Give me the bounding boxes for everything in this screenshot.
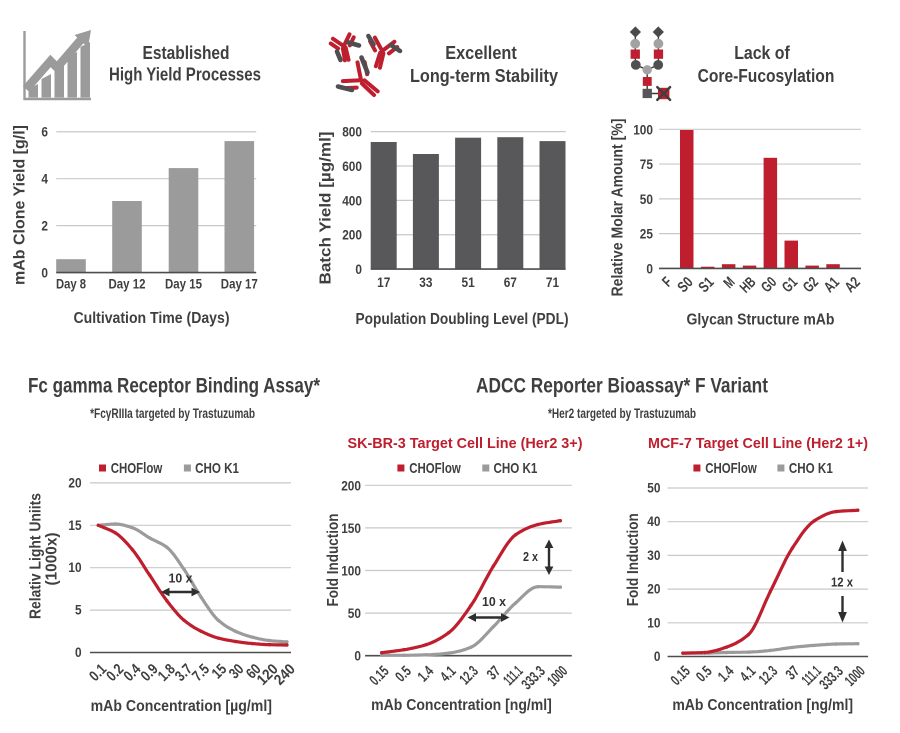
- svg-text:Relative Molar Amount [%]: Relative Molar Amount [%]: [610, 119, 627, 297]
- svg-text:Glycan Structure mAb: Glycan Structure mAb: [687, 312, 835, 329]
- svg-text:40: 40: [647, 513, 660, 529]
- svg-text:20: 20: [647, 581, 660, 597]
- svg-text:100: 100: [341, 563, 361, 579]
- svg-text:2: 2: [41, 218, 48, 234]
- svg-text:800: 800: [342, 124, 362, 140]
- svg-text:0: 0: [654, 648, 661, 664]
- svg-text:Long-term Stability: Long-term Stability: [410, 66, 558, 86]
- svg-text:4: 4: [41, 171, 48, 187]
- svg-text:0: 0: [355, 261, 362, 277]
- svg-text:400: 400: [342, 192, 362, 208]
- svg-text:67: 67: [504, 274, 517, 290]
- svg-text:Day 15: Day 15: [165, 276, 202, 292]
- svg-text:CHO K1: CHO K1: [789, 460, 833, 477]
- svg-text:2 x: 2 x: [523, 549, 539, 564]
- svg-text:Day 17: Day 17: [221, 276, 258, 292]
- svg-text:50: 50: [647, 480, 660, 496]
- svg-text:*Her2 targeted by Trastuzumab: *Her2 targeted by Trastuzumab: [548, 406, 696, 422]
- svg-text:(1000x): (1000x): [44, 533, 61, 586]
- svg-text:Fold Induction: Fold Induction: [625, 513, 642, 606]
- svg-text:10: 10: [68, 559, 81, 575]
- svg-text:0: 0: [75, 644, 82, 660]
- svg-text:Fc gamma Receptor Binding Assa: Fc gamma Receptor Binding Assay*: [28, 374, 321, 398]
- svg-text:150: 150: [341, 520, 361, 536]
- svg-text:50: 50: [348, 605, 361, 621]
- svg-text:ADCC Reporter Bioassay* F Vari: ADCC Reporter Bioassay* F Variant: [476, 374, 768, 398]
- svg-text:MCF-7 Target Cell Line (Her2 1: MCF-7 Target Cell Line (Her2 1+): [648, 435, 868, 452]
- svg-text:10: 10: [647, 614, 660, 630]
- svg-text:SK-BR-3 Target Cell Line (Her2: SK-BR-3 Target Cell Line (Her2 3+): [348, 435, 583, 452]
- svg-text:20: 20: [68, 474, 81, 490]
- svg-text:33: 33: [419, 274, 432, 290]
- svg-text:mAb Concentration [µg/ml]: mAb Concentration [µg/ml]: [91, 698, 272, 715]
- svg-text:CHO K1: CHO K1: [494, 460, 538, 477]
- svg-text:200: 200: [341, 477, 361, 493]
- svg-text:10 x: 10 x: [169, 570, 194, 585]
- svg-text:6: 6: [41, 124, 48, 140]
- svg-text:100: 100: [633, 121, 653, 137]
- svg-text:Lack of: Lack of: [734, 43, 790, 63]
- svg-text:200: 200: [342, 227, 362, 243]
- svg-text:75: 75: [640, 156, 653, 172]
- svg-text:Fold Induction: Fold Induction: [325, 514, 342, 607]
- svg-text:Relativ Light Uniits: Relativ Light Uniits: [28, 493, 45, 619]
- svg-text:CHOFlow: CHOFlow: [409, 460, 461, 477]
- svg-text:CHOFlow: CHOFlow: [705, 460, 757, 477]
- svg-text:50: 50: [640, 191, 653, 207]
- svg-text:mAb Concentration [ng/ml]: mAb Concentration [ng/ml]: [371, 697, 552, 714]
- svg-text:Population Doubling Level (PDL: Population Doubling Level (PDL): [356, 311, 569, 328]
- svg-text:mAb Clone Yield [g/l]: mAb Clone Yield [g/l]: [12, 125, 29, 285]
- svg-text:Excellent: Excellent: [445, 43, 517, 63]
- svg-text:51: 51: [462, 274, 475, 290]
- svg-text:0: 0: [354, 648, 361, 664]
- svg-text:CHO K1: CHO K1: [195, 460, 239, 477]
- svg-text:Day 8: Day 8: [56, 276, 86, 292]
- svg-text:12 x: 12 x: [831, 575, 854, 590]
- svg-text:*FcγRIIIa targeted by Trastuzu: *FcγRIIIa targeted by Trastuzumab: [90, 406, 255, 422]
- svg-text:High Yield Processes: High Yield Processes: [109, 65, 261, 85]
- svg-text:Cultivation Time (Days): Cultivation Time (Days): [74, 310, 230, 327]
- svg-text:15: 15: [68, 517, 81, 533]
- svg-text:CHOFlow: CHOFlow: [111, 460, 163, 477]
- svg-text:17: 17: [377, 274, 390, 290]
- svg-text:Batch Yield [µg/ml]: Batch Yield [µg/ml]: [318, 132, 335, 285]
- svg-text:Day 12: Day 12: [109, 276, 146, 292]
- svg-text:600: 600: [342, 158, 362, 174]
- svg-text:5: 5: [75, 602, 82, 618]
- svg-text:Established: Established: [143, 43, 230, 63]
- svg-text:0: 0: [41, 265, 48, 281]
- svg-text:25: 25: [640, 226, 653, 242]
- svg-text:30: 30: [647, 547, 660, 563]
- svg-text:Core-Fucosylation: Core-Fucosylation: [698, 66, 835, 86]
- svg-text:10 x: 10 x: [482, 594, 507, 609]
- svg-text:mAb Concentration [ng/ml]: mAb Concentration [ng/ml]: [672, 697, 853, 714]
- svg-text:0: 0: [646, 260, 653, 276]
- svg-text:71: 71: [546, 274, 559, 290]
